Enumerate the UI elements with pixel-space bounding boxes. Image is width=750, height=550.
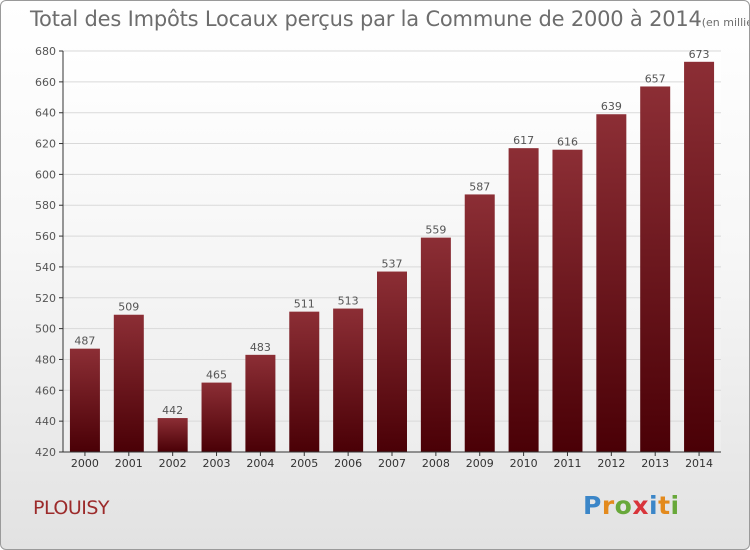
x-tick-label: 2008	[422, 457, 450, 470]
logo-letter: i	[649, 491, 659, 520]
data-label: 559	[425, 224, 446, 237]
data-label: 587	[469, 180, 490, 193]
y-tick-label: 500	[35, 323, 56, 336]
bar-2010	[508, 148, 539, 452]
bar-2003	[201, 382, 232, 452]
bars-group	[69, 61, 715, 453]
y-tick-label: 580	[35, 199, 56, 212]
x-tick-label: 2000	[71, 457, 99, 470]
bar-2000	[69, 348, 100, 452]
chart-title: Total des Impôts Locaux perçus par la Co…	[30, 7, 749, 31]
x-tick-label: 2011	[553, 457, 581, 470]
proxiti-logo: Proxiti	[583, 491, 680, 520]
x-axis-ticks: 2000 2001 2002 2003 2004 2005 2006 2007 2008 2009…	[71, 452, 713, 470]
data-label: 513	[338, 295, 359, 308]
data-label: 616	[557, 136, 578, 149]
data-label: 509	[118, 301, 139, 314]
data-label: 639	[601, 100, 622, 113]
x-tick-label: 2014	[685, 457, 713, 470]
x-tick-label: 2007	[378, 457, 406, 470]
bar-2001	[113, 314, 144, 452]
chart-title-text: Total des Impôts Locaux perçus par la Co…	[30, 7, 702, 31]
commune-name: PLOUISY	[33, 497, 110, 519]
x-tick-label: 2012	[597, 457, 625, 470]
y-tick-label: 660	[35, 76, 56, 89]
x-tick-label: 2002	[159, 457, 187, 470]
bar-2002	[157, 418, 188, 452]
data-label: 465	[206, 369, 227, 382]
y-tick-label: 440	[35, 415, 56, 428]
y-tick-label: 520	[35, 292, 56, 305]
data-label: 483	[250, 341, 271, 354]
data-label: 487	[74, 335, 95, 348]
data-label: 657	[645, 72, 666, 85]
x-tick-label: 2001	[115, 457, 143, 470]
logo-letter: r	[601, 491, 615, 520]
x-tick-label: 2013	[641, 457, 669, 470]
bar-2011	[552, 149, 583, 452]
bar-2009	[464, 194, 495, 452]
logo-letter: x	[632, 491, 649, 520]
bar-2008	[420, 237, 451, 452]
x-tick-label: 2003	[203, 457, 231, 470]
data-label: 673	[689, 48, 710, 61]
y-tick-label: 560	[35, 230, 56, 243]
logo-letter: i	[670, 491, 680, 520]
data-label: 442	[162, 404, 183, 417]
x-tick-label: 2010	[510, 457, 538, 470]
bar-2004	[245, 354, 276, 452]
x-tick-label: 2006	[334, 457, 362, 470]
data-label: 617	[513, 134, 534, 147]
x-tick-label: 2005	[290, 457, 318, 470]
bar-2014	[684, 61, 715, 453]
data-label: 537	[382, 258, 403, 271]
y-tick-label: 640	[35, 107, 56, 120]
chart-title-unit: (en milliers d'€)	[701, 16, 749, 29]
y-tick-label: 620	[35, 138, 56, 151]
y-axis-ticks: 420 440 460 480 500 520 540 560 580 600 620 640 660 6…	[35, 45, 63, 459]
bar-2013	[640, 86, 671, 452]
y-tick-label: 460	[35, 384, 56, 397]
data-label: 511	[294, 298, 315, 311]
x-tick-label: 2004	[246, 457, 274, 470]
logo-letter: P	[583, 491, 602, 520]
x-tick-label: 2009	[466, 457, 494, 470]
y-tick-label: 680	[35, 45, 56, 58]
y-tick-label: 600	[35, 168, 56, 181]
y-tick-label: 540	[35, 261, 56, 274]
y-tick-label: 420	[35, 446, 56, 459]
data-labels-group: 487 509 442 465 483 511 513 537 559 587 617 616 639 6…	[74, 48, 709, 417]
logo-letter: o	[614, 491, 633, 520]
logo-letter: t	[658, 491, 671, 520]
y-tick-label: 480	[35, 353, 56, 366]
bar-2012	[596, 114, 627, 452]
bar-2005	[289, 311, 320, 452]
bar-2007	[377, 271, 407, 452]
bar-2006	[333, 308, 364, 452]
